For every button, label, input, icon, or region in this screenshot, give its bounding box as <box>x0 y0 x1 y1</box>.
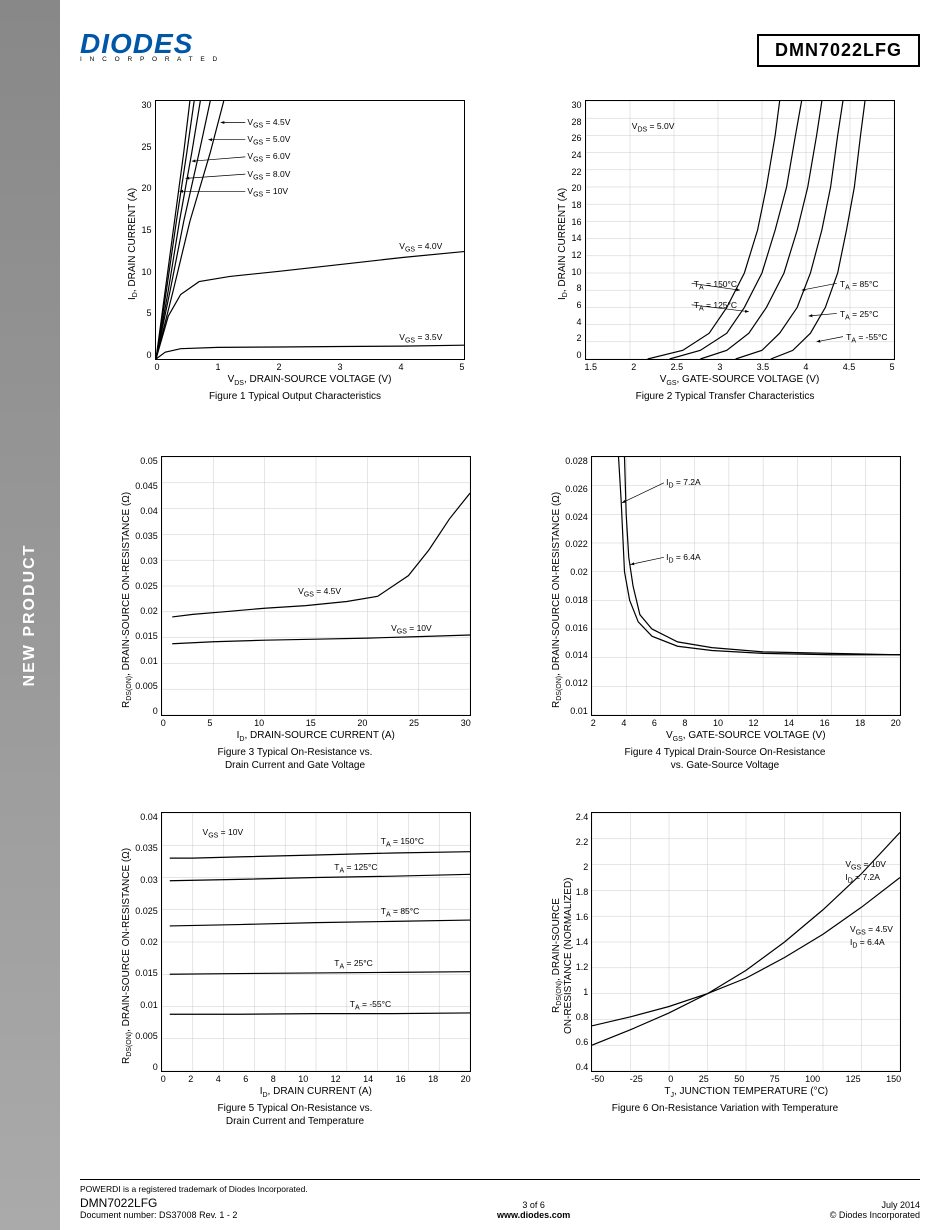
plot-area: ID = 7.2AID = 6.4A <box>591 456 901 716</box>
x-axis-label: ID, DRAIN CURRENT (A) <box>161 1086 471 1099</box>
header: DIODES I N C O R P O R A T E D DMN7022LF… <box>80 28 920 84</box>
logo: DIODES I N C O R P O R A T E D <box>80 28 220 63</box>
y-axis-label: RDS(ON), DRAIN-SOURCEON-RESISTANCE (NORM… <box>549 812 576 1099</box>
fig6-chart: RDS(ON), DRAIN-SOURCEON-RESISTANCE (NORM… <box>530 812 920 1150</box>
y-axis-label: ID, DRAIN CURRENT (A) <box>555 100 571 387</box>
page: NEW PRODUCT DIODES I N C O R P O R A T E… <box>0 0 950 1230</box>
fig3-chart: RDS(ON), DRAIN-SOURCE ON-RESISTANCE (Ω) … <box>100 456 490 794</box>
x-ticks: 2468101214161820 <box>591 716 901 728</box>
footer: POWERDI is a registered trademark of Dio… <box>80 1179 920 1220</box>
x-ticks: 1.522.533.544.55 <box>585 360 895 372</box>
footer-part: DMN7022LFG <box>80 1196 237 1210</box>
x-axis-label: TJ, JUNCTION TEMPERATURE (°C) <box>591 1086 901 1099</box>
footer-date: July 2014 <box>830 1200 920 1210</box>
chart-caption: Figure 2 Typical Transfer Characteristic… <box>636 391 815 404</box>
fig1-chart: ID, DRAIN CURRENT (A) 051015202530 VGS =… <box>100 100 490 438</box>
x-axis-label: VDS, DRAIN-SOURCE VOLTAGE (V) <box>155 374 465 387</box>
x-axis-label: VGS, GATE-SOURCE VOLTAGE (V) <box>585 374 895 387</box>
y-axis-label: RDS(ON), DRAIN-SOURCE ON-RESISTANCE (Ω) <box>119 456 135 743</box>
x-axis-label: ID, DRAIN-SOURCE CURRENT (A) <box>161 730 471 743</box>
charts-grid: ID, DRAIN CURRENT (A) 051015202530 VGS =… <box>100 100 920 1150</box>
footer-copyright: © Diodes Incorporated <box>830 1210 920 1220</box>
x-axis-label: VGS, GATE-SOURCE VOLTAGE (V) <box>591 730 901 743</box>
plot-area: VGS = 4.5VVGS = 10V <box>161 456 471 716</box>
logo-sub: I N C O R P O R A T E D <box>80 56 220 63</box>
chart-caption: Figure 5 Typical On-Resistance vs.Drain … <box>218 1103 373 1128</box>
part-number: DMN7022LFG <box>757 34 920 67</box>
footer-doc: Document number: DS37008 Rev. 1 - 2 <box>80 1210 237 1220</box>
y-ticks: 0.40.60.811.21.41.61.822.22.4 <box>576 812 592 1072</box>
x-ticks: 02468101214161820 <box>161 1072 471 1084</box>
plot-area: VGS = 10VID = 7.2AVGS = 4.5VID = 6.4A <box>591 812 901 1072</box>
y-ticks: 024681012141618202224262830 <box>571 100 584 360</box>
y-ticks: 00.0050.010.0150.020.0250.030.0350.04 <box>135 812 161 1072</box>
sidebar: NEW PRODUCT <box>0 0 60 1230</box>
plot-area: VGS = 10VTA = 150°CTA = 125°CTA = 85°CTA… <box>161 812 471 1072</box>
y-axis-label: RDS(ON), DRAIN-SOURCE ON-RESISTANCE (Ω) <box>119 812 135 1099</box>
chart-caption: Figure 6 On-Resistance Variation with Te… <box>612 1103 838 1116</box>
fig4-chart: RDS(ON), DRAIN-SOURCE ON-RESISTANCE (Ω) … <box>530 456 920 794</box>
fig2-chart: ID, DRAIN CURRENT (A) 024681012141618202… <box>530 100 920 438</box>
y-axis-label: ID, DRAIN CURRENT (A) <box>125 100 141 387</box>
x-ticks: 051015202530 <box>161 716 471 728</box>
y-ticks: 00.0050.010.0150.020.0250.030.0350.040.0… <box>135 456 161 716</box>
x-ticks: -50-250255075100125150 <box>591 1072 901 1084</box>
y-axis-label: RDS(ON), DRAIN-SOURCE ON-RESISTANCE (Ω) <box>549 456 565 743</box>
x-ticks: 012345 <box>155 360 465 372</box>
y-ticks: 0.010.0120.0140.0160.0180.020.0220.0240.… <box>565 456 591 716</box>
chart-caption: Figure 3 Typical On-Resistance vs.Drain … <box>218 747 373 772</box>
footer-url: www.diodes.com <box>497 1210 570 1220</box>
chart-caption: Figure 1 Typical Output Characteristics <box>209 391 381 404</box>
plot-area: VDS = 5.0VTA = 150°CTA = 125°CTA = 85°CT… <box>585 100 895 360</box>
plot-area: VGS = 4.5VVGS = 5.0VVGS = 6.0VVGS = 8.0V… <box>155 100 465 360</box>
chart-caption: Figure 4 Typical Drain-Source On-Resista… <box>624 747 825 772</box>
fig5-chart: RDS(ON), DRAIN-SOURCE ON-RESISTANCE (Ω) … <box>100 812 490 1150</box>
sidebar-label: NEW PRODUCT <box>21 544 39 687</box>
y-ticks: 051015202530 <box>141 100 154 360</box>
footer-page: 3 of 6 <box>497 1200 570 1210</box>
trademark-note: POWERDI is a registered trademark of Dio… <box>80 1184 920 1194</box>
